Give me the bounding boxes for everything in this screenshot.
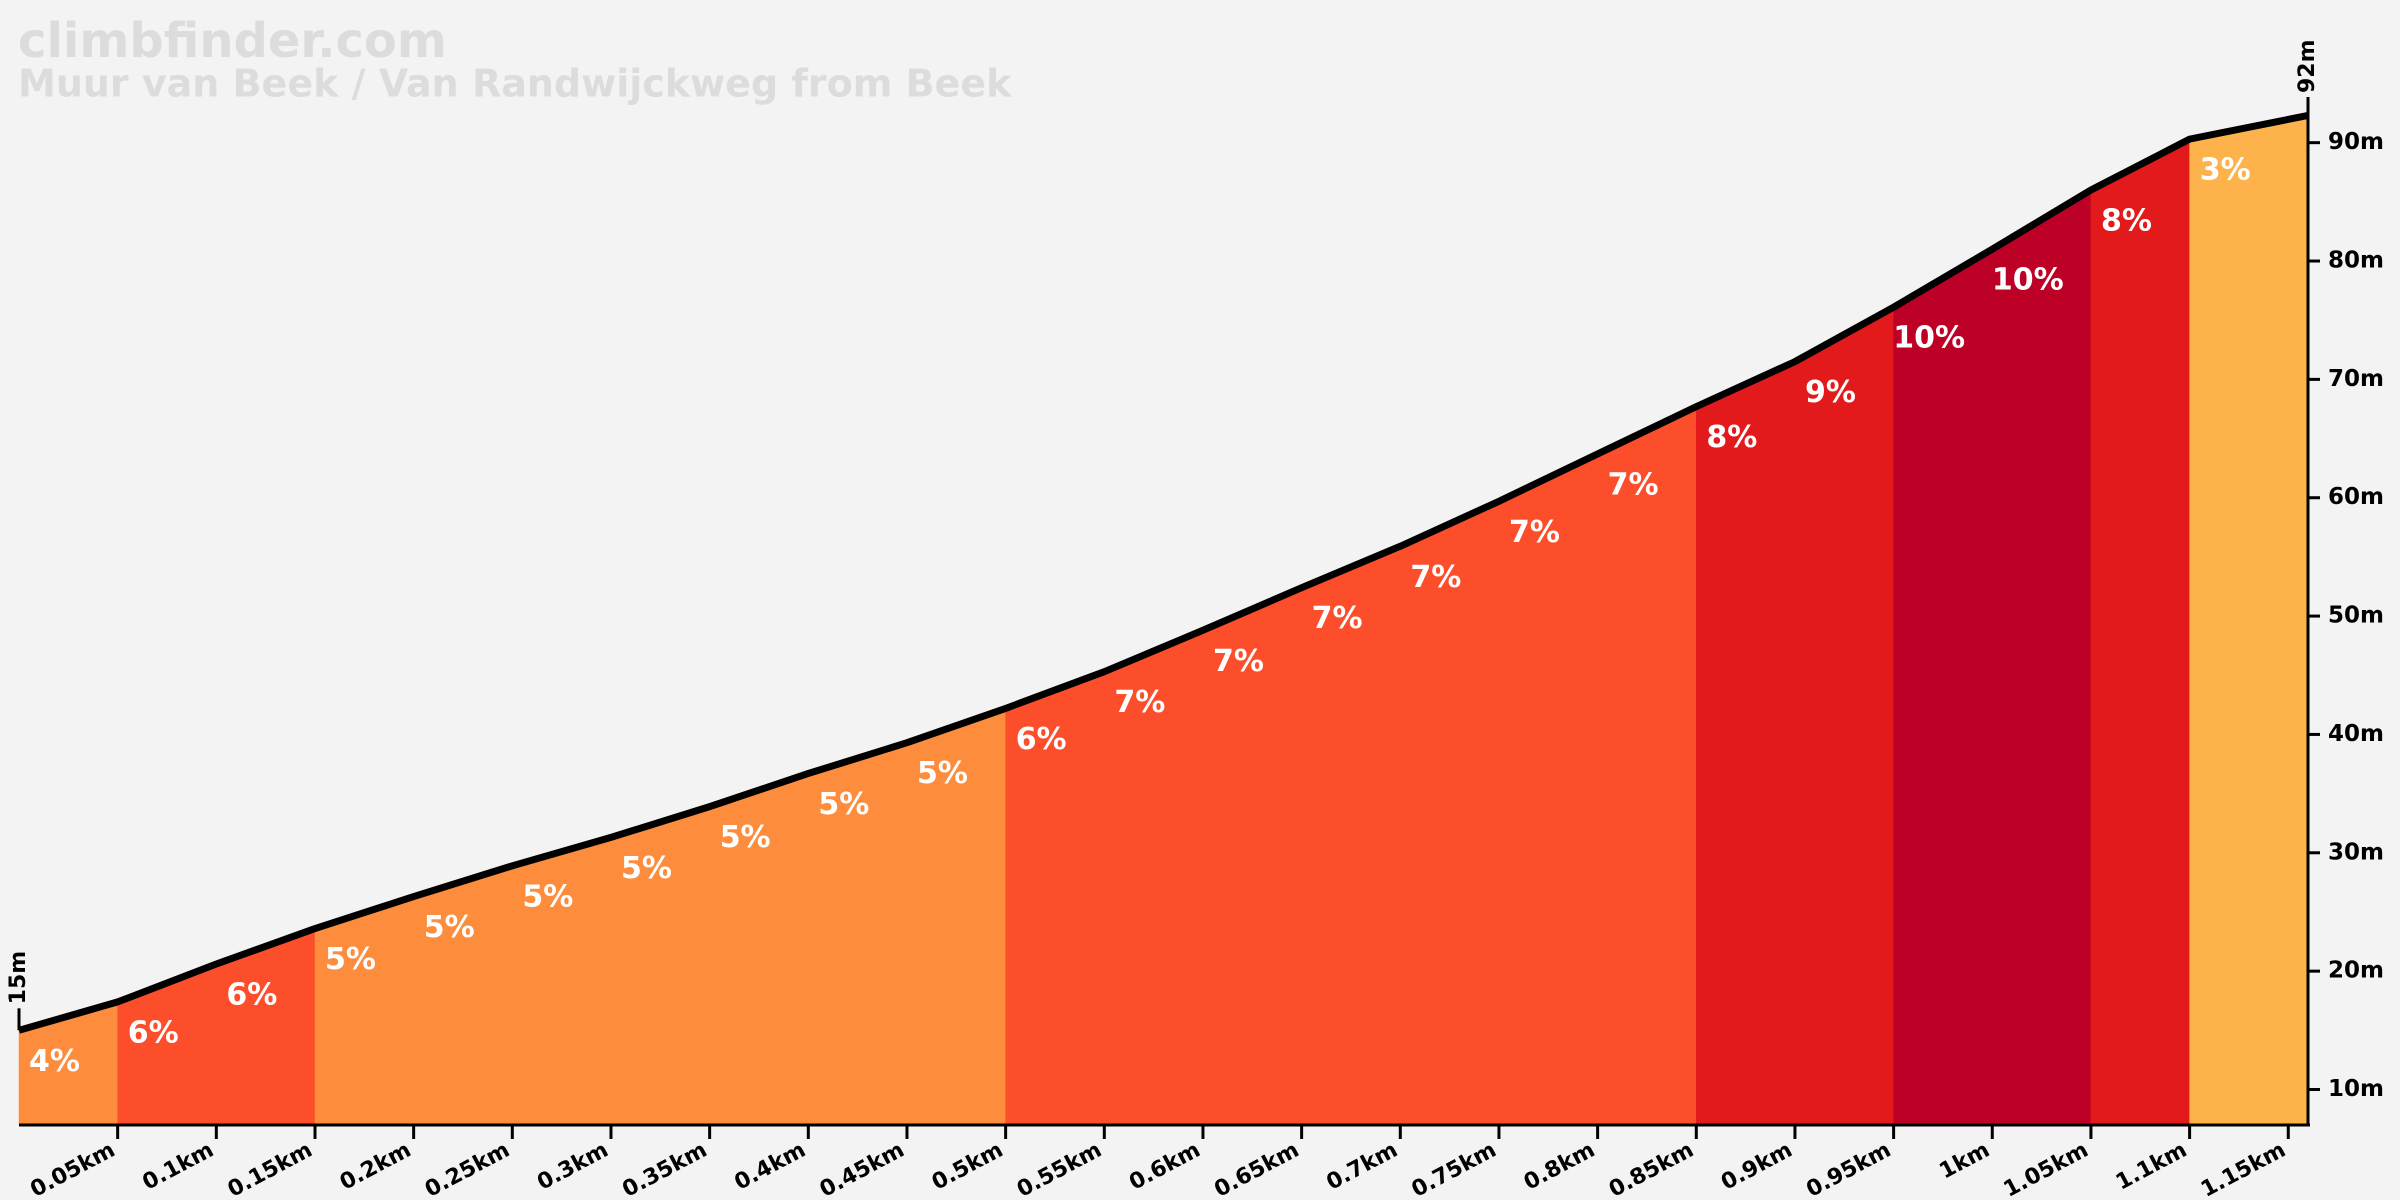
x-tick-label: 0.35km xyxy=(618,1138,711,1200)
gradient-segment xyxy=(314,896,414,1126)
x-tick-label: 0.85km xyxy=(1605,1138,1698,1200)
gradient-label: 8% xyxy=(2101,204,2152,239)
gradient-segment xyxy=(2189,115,2309,1126)
y-tick-label: 90m xyxy=(2328,129,2384,155)
gradient-segment xyxy=(413,865,513,1126)
x-tick-label: 0.75km xyxy=(1408,1138,1501,1200)
gradient-segment xyxy=(1794,306,1894,1126)
elevation-marker-label: 92m xyxy=(2295,39,2320,93)
x-tick-label: 0.4km xyxy=(731,1138,810,1196)
gradient-label: 3% xyxy=(2200,153,2251,188)
x-tick-label: 0.1km xyxy=(139,1138,218,1196)
y-tick-label: 30m xyxy=(2328,839,2384,865)
elevation-line xyxy=(18,112,2309,1034)
gradient-label: 6% xyxy=(226,978,277,1013)
gradient-label: 6% xyxy=(128,1015,179,1050)
gradient-label: 5% xyxy=(325,942,376,977)
gradient-label: 7% xyxy=(1410,560,1461,595)
gradient-label: 5% xyxy=(424,910,475,945)
x-tick-label: 0.3km xyxy=(533,1138,612,1196)
y-tick-label: 80m xyxy=(2328,248,2384,274)
gradient-label: 5% xyxy=(818,787,869,822)
gradient-label: 5% xyxy=(917,756,968,791)
y-tick-label: 70m xyxy=(2328,366,2384,392)
gradient-label: 4% xyxy=(29,1044,80,1079)
gradient-segment xyxy=(1498,453,1598,1126)
y-tick-label: 10m xyxy=(2328,1076,2384,1102)
gradient-label: 9% xyxy=(1805,375,1856,410)
chart-subtitle: Muur van Beek / Van Randwijckweg from Be… xyxy=(18,62,1012,106)
x-tick-label: 0.7km xyxy=(1323,1138,1402,1196)
x-tick-label: 1.05km xyxy=(2000,1138,2093,1200)
elevation-marker-label: 15m xyxy=(6,951,31,1005)
gradient-label: 7% xyxy=(1608,467,1659,502)
gradient-label: 5% xyxy=(720,820,771,855)
gradient-label: 7% xyxy=(1213,644,1264,679)
gradient-label: 10% xyxy=(1893,321,1965,356)
y-tick-label: 20m xyxy=(2328,958,2384,984)
x-tick-label: 0.9km xyxy=(1717,1138,1796,1196)
gradient-segment xyxy=(1400,500,1500,1126)
x-tick-label: 0.05km xyxy=(26,1138,119,1200)
x-tick-label: 0.95km xyxy=(1802,1138,1895,1200)
x-tick-label: 1.1km xyxy=(2112,1138,2191,1196)
y-tick-label: 60m xyxy=(2328,484,2384,510)
gradient-segment xyxy=(1992,189,2092,1126)
x-tick-label: 0.2km xyxy=(336,1138,415,1196)
gradient-label: 8% xyxy=(1706,420,1757,455)
x-tick-label: 0.5km xyxy=(928,1138,1007,1196)
gradient-segment xyxy=(2090,138,2190,1126)
x-tick-label: 0.8km xyxy=(1520,1138,1599,1196)
gradient-label: 10% xyxy=(1992,263,2064,298)
x-tick-label: 0.15km xyxy=(224,1138,317,1200)
gradient-label: 6% xyxy=(1016,722,1067,757)
x-tick-label: 0.45km xyxy=(816,1138,909,1200)
gradient-segment xyxy=(1696,361,1796,1126)
gradient-label: 7% xyxy=(1312,601,1363,636)
gradient-segment xyxy=(1893,248,1993,1126)
gradient-label: 5% xyxy=(621,851,672,886)
x-tick-label: 0.25km xyxy=(421,1138,514,1200)
x-tick-label: 0.55km xyxy=(1013,1138,1106,1200)
y-tick-label: 50m xyxy=(2328,603,2384,629)
x-tick-label: 1.15km xyxy=(2197,1138,2290,1200)
x-tick-label: 0.65km xyxy=(1210,1138,1303,1200)
x-tick-label: 1km xyxy=(1935,1138,1993,1185)
chart-title: climbfinder.com xyxy=(18,13,447,69)
gradient-label: 5% xyxy=(522,879,573,914)
y-tick-label: 40m xyxy=(2328,721,2384,747)
x-tick-label: 0.6km xyxy=(1125,1138,1204,1196)
gradient-segment xyxy=(1597,406,1697,1126)
gradient-label: 7% xyxy=(1114,685,1165,720)
gradient-label: 7% xyxy=(1509,515,1560,550)
